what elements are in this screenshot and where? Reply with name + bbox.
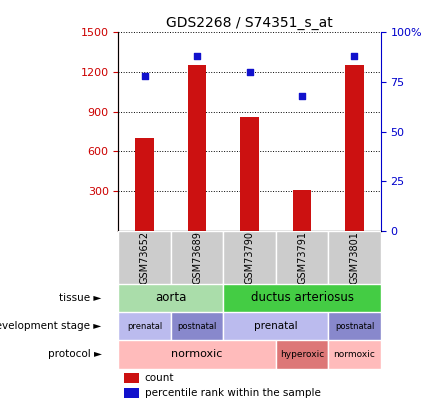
Text: count: count — [145, 373, 174, 383]
Bar — [276, 340, 328, 369]
Title: GDS2268 / S74351_s_at: GDS2268 / S74351_s_at — [166, 16, 333, 30]
Bar — [118, 312, 171, 340]
Text: GSM73689: GSM73689 — [192, 231, 202, 284]
Text: GSM73791: GSM73791 — [297, 231, 307, 284]
Bar — [223, 284, 381, 312]
Bar — [328, 312, 381, 340]
Text: aorta: aorta — [155, 291, 187, 304]
Text: protocol ►: protocol ► — [47, 350, 102, 359]
Text: normoxic: normoxic — [334, 350, 375, 359]
Bar — [171, 312, 223, 340]
Point — [141, 73, 148, 79]
Text: hyperoxic: hyperoxic — [280, 350, 324, 359]
Bar — [124, 388, 140, 398]
Bar — [188, 66, 206, 231]
Bar — [240, 117, 259, 231]
Text: postnatal: postnatal — [335, 322, 374, 330]
Bar — [118, 231, 171, 284]
Text: tissue ►: tissue ► — [59, 293, 102, 303]
Text: normoxic: normoxic — [171, 350, 223, 359]
Point — [299, 93, 305, 99]
Text: prenatal: prenatal — [254, 321, 298, 331]
Text: percentile rank within the sample: percentile rank within the sample — [145, 388, 321, 398]
Bar — [293, 190, 311, 231]
Bar — [171, 231, 223, 284]
Bar — [328, 340, 381, 369]
Text: ductus arteriosus: ductus arteriosus — [250, 291, 354, 304]
Bar — [223, 312, 328, 340]
Bar — [135, 138, 154, 231]
Bar — [276, 231, 328, 284]
Bar — [118, 340, 276, 369]
Bar — [118, 284, 223, 312]
Point — [351, 53, 358, 60]
Text: GSM73801: GSM73801 — [349, 231, 360, 284]
Point — [246, 69, 253, 75]
Bar — [345, 66, 364, 231]
Text: GSM73652: GSM73652 — [140, 230, 150, 284]
Bar — [124, 373, 140, 383]
Text: prenatal: prenatal — [127, 322, 162, 330]
Point — [194, 53, 201, 60]
Bar — [223, 231, 276, 284]
Bar — [328, 231, 381, 284]
Text: postnatal: postnatal — [177, 322, 217, 330]
Text: GSM73790: GSM73790 — [244, 231, 255, 284]
Text: development stage ►: development stage ► — [0, 321, 102, 331]
